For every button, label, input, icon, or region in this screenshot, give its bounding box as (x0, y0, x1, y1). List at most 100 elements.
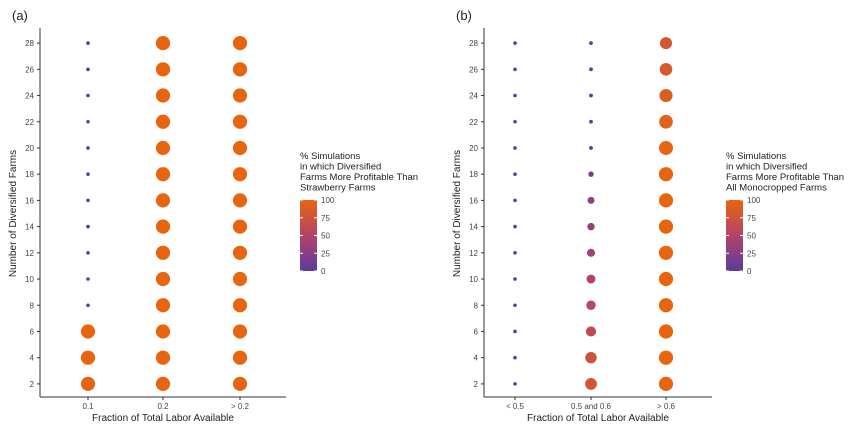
y-axis-title: Number of Diversified Farms (8, 150, 19, 277)
y-tick-label: 14 (469, 223, 478, 232)
y-tick-label: 6 (30, 327, 35, 336)
data-point (155, 324, 171, 339)
legend-tick-label: 0 (747, 267, 752, 276)
y-tick-label: 12 (469, 249, 478, 258)
data-point (155, 193, 171, 208)
x-tick-label: > 0.6 (657, 402, 676, 411)
y-tick-label: 10 (469, 275, 478, 284)
y-tick-label: 20 (25, 144, 34, 153)
data-point (232, 193, 248, 208)
data-point (658, 193, 674, 208)
data-point (587, 222, 595, 231)
data-point (80, 376, 96, 391)
data-point (232, 62, 248, 77)
y-tick-label: 4 (474, 354, 479, 363)
y-tick-label: 8 (474, 301, 479, 310)
data-point (658, 245, 674, 260)
data-point (658, 298, 674, 313)
data-point (658, 167, 674, 182)
data-point (658, 219, 674, 234)
y-tick-label: 12 (25, 249, 34, 258)
data-point (232, 324, 248, 339)
data-point (513, 303, 517, 308)
data-point (232, 376, 248, 391)
y-tick-label: 4 (30, 354, 35, 363)
data-point (155, 36, 171, 51)
x-tick-label: < 0.5 (506, 402, 525, 411)
data-point (659, 37, 673, 50)
data-point (513, 224, 517, 229)
legend-colorbar (726, 200, 743, 271)
data-point (658, 350, 674, 365)
data-point (589, 41, 593, 46)
legend-tick-label: 50 (747, 232, 756, 241)
x-axis-title: Fraction of Total Labor Available (92, 413, 234, 423)
data-point (589, 93, 593, 98)
legend-title-line: All Monocropped Farms (726, 183, 827, 194)
legend-title-line: % Simulations (300, 151, 360, 162)
legend-title-line: Strawberry Farms (300, 183, 376, 194)
data-point (658, 271, 674, 287)
data-point (232, 298, 248, 313)
data-point (155, 350, 171, 365)
data-point (513, 355, 517, 360)
data-point (589, 119, 593, 124)
data-point (155, 88, 171, 103)
data-point (86, 67, 90, 72)
data-point (513, 146, 517, 150)
data-point (86, 251, 90, 255)
x-tick-label: 0.1 (82, 402, 94, 411)
y-tick-label: 28 (25, 39, 34, 48)
data-point (513, 382, 517, 386)
panel-label: (b) (456, 8, 472, 23)
data-point (586, 248, 596, 257)
data-point (86, 172, 90, 176)
data-point (513, 329, 517, 334)
x-tick-label: 0.2 (157, 402, 169, 411)
legend-title-line: in which Diversified (300, 162, 381, 173)
data-point (86, 224, 90, 229)
y-tick-label: 2 (30, 380, 35, 389)
data-point (513, 93, 517, 98)
data-point (232, 140, 248, 156)
data-point (232, 88, 248, 103)
data-point (513, 172, 517, 176)
data-point (589, 146, 593, 150)
data-point (232, 245, 248, 260)
data-point (513, 251, 517, 255)
y-tick-label: 24 (25, 92, 34, 101)
data-point (659, 88, 673, 103)
y-tick-label: 22 (469, 118, 478, 127)
legend-tick-label: 100 (321, 196, 335, 205)
y-tick-label: 28 (469, 39, 478, 48)
y-tick-label: 22 (25, 118, 34, 127)
data-point (232, 167, 248, 182)
legend-tick-label: 75 (321, 214, 330, 223)
y-tick-label: 18 (469, 170, 478, 179)
data-point (513, 277, 517, 281)
data-point (588, 171, 594, 177)
y-tick-label: 18 (25, 170, 34, 179)
data-point (658, 324, 674, 339)
legend-title-line: Farms More Profitable Than (726, 172, 844, 183)
data-point (659, 114, 673, 129)
data-point (587, 196, 595, 204)
data-point (232, 350, 248, 365)
y-tick-label: 24 (469, 92, 478, 101)
data-point (155, 298, 171, 313)
legend-tick-label: 25 (747, 249, 756, 258)
data-point (585, 351, 597, 364)
y-tick-label: 6 (474, 327, 479, 336)
data-point (232, 219, 248, 234)
data-point (589, 67, 593, 72)
data-point (86, 41, 90, 45)
y-tick-label: 10 (25, 275, 34, 284)
y-tick-label: 20 (469, 144, 478, 153)
x-tick-label: > 0.2 (231, 402, 250, 411)
legend-colorbar (300, 200, 317, 271)
y-tick-label: 14 (25, 223, 34, 232)
data-point (659, 63, 673, 76)
data-point (232, 114, 248, 129)
